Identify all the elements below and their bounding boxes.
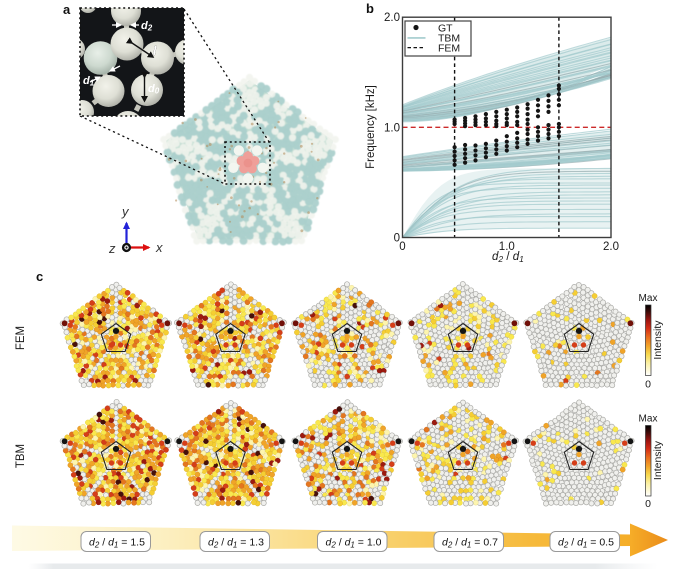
svg-text:0: 0	[645, 379, 651, 391]
svg-text:Max: Max	[639, 293, 658, 304]
svg-text:Frequency [kHz]: Frequency [kHz]	[365, 85, 377, 169]
svg-text:GT: GT	[438, 22, 453, 34]
svg-text:0: 0	[394, 233, 400, 245]
svg-text:TBM: TBM	[438, 33, 460, 45]
svg-text:b: b	[366, 1, 374, 16]
svg-text:2.0: 2.0	[603, 241, 619, 253]
svg-text:0: 0	[399, 241, 405, 253]
svg-text:Max: Max	[639, 414, 658, 425]
svg-text:FEM: FEM	[15, 326, 27, 350]
svg-text:x: x	[155, 240, 163, 255]
svg-text:l: l	[153, 44, 157, 58]
svg-text:0: 0	[645, 498, 651, 510]
svg-text:c: c	[36, 269, 43, 284]
svg-text:d2 / d1: d2 / d1	[492, 251, 524, 264]
svg-text:d1: d1	[83, 75, 95, 88]
svg-text:a: a	[63, 2, 71, 17]
svg-text:FEM: FEM	[438, 42, 460, 54]
svg-text:1.0: 1.0	[384, 122, 400, 134]
svg-text:2.0: 2.0	[384, 12, 400, 24]
svg-text:Intensity: Intensity	[652, 320, 664, 360]
svg-text:d0: d0	[148, 83, 160, 96]
svg-text:z: z	[108, 241, 116, 256]
svg-text:y: y	[121, 204, 130, 219]
svg-text:TBM: TBM	[15, 444, 27, 468]
svg-text:d2: d2	[141, 20, 153, 33]
svg-text:1.0: 1.0	[499, 241, 515, 253]
svg-text:Intensity: Intensity	[652, 440, 664, 480]
